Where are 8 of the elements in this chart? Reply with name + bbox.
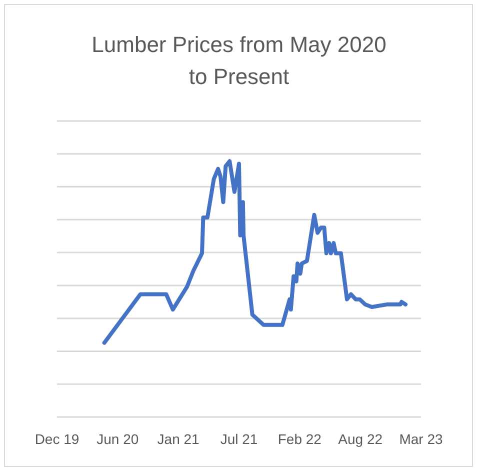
x-tick-label: Aug 22 (338, 431, 383, 447)
x-tick-label: Dec 19 (34, 431, 80, 447)
x-tick-label: Jul 21 (220, 431, 258, 447)
x-tick-label: Jun 20 (96, 431, 139, 447)
x-tick-label: Jan 21 (157, 431, 200, 447)
x-tick-label: Feb 22 (278, 431, 322, 447)
x-tick-label: Mar 23 (399, 431, 443, 447)
chart-title: Lumber Prices from May 2020 to Present (92, 32, 386, 89)
